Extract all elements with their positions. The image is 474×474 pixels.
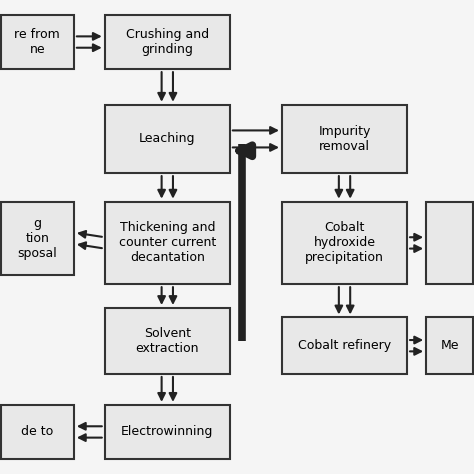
FancyBboxPatch shape — [0, 15, 74, 69]
Text: de to: de to — [21, 426, 54, 438]
FancyBboxPatch shape — [105, 405, 230, 459]
Text: Cobalt
hydroxide
precipitation: Cobalt hydroxide precipitation — [305, 221, 384, 264]
Text: Me: Me — [440, 339, 459, 352]
FancyBboxPatch shape — [426, 318, 474, 374]
FancyBboxPatch shape — [105, 105, 230, 173]
FancyBboxPatch shape — [282, 201, 407, 284]
Text: Electrowinning: Electrowinning — [121, 426, 213, 438]
Text: Cobalt refinery: Cobalt refinery — [298, 339, 391, 352]
FancyBboxPatch shape — [0, 201, 74, 275]
FancyBboxPatch shape — [105, 15, 230, 69]
FancyBboxPatch shape — [282, 318, 407, 374]
Text: Thickening and
counter current
decantation: Thickening and counter current decantati… — [118, 221, 216, 264]
Text: Impurity
removal: Impurity removal — [319, 125, 371, 153]
Text: g
tion
sposal: g tion sposal — [18, 217, 57, 260]
FancyBboxPatch shape — [0, 405, 74, 459]
Text: Solvent
extraction: Solvent extraction — [136, 327, 199, 355]
FancyBboxPatch shape — [426, 201, 474, 284]
Text: Crushing and
grinding: Crushing and grinding — [126, 28, 209, 56]
FancyBboxPatch shape — [105, 201, 230, 284]
FancyBboxPatch shape — [282, 105, 407, 173]
Text: re from
ne: re from ne — [14, 28, 60, 56]
FancyBboxPatch shape — [105, 308, 230, 374]
Text: Leaching: Leaching — [139, 132, 196, 146]
